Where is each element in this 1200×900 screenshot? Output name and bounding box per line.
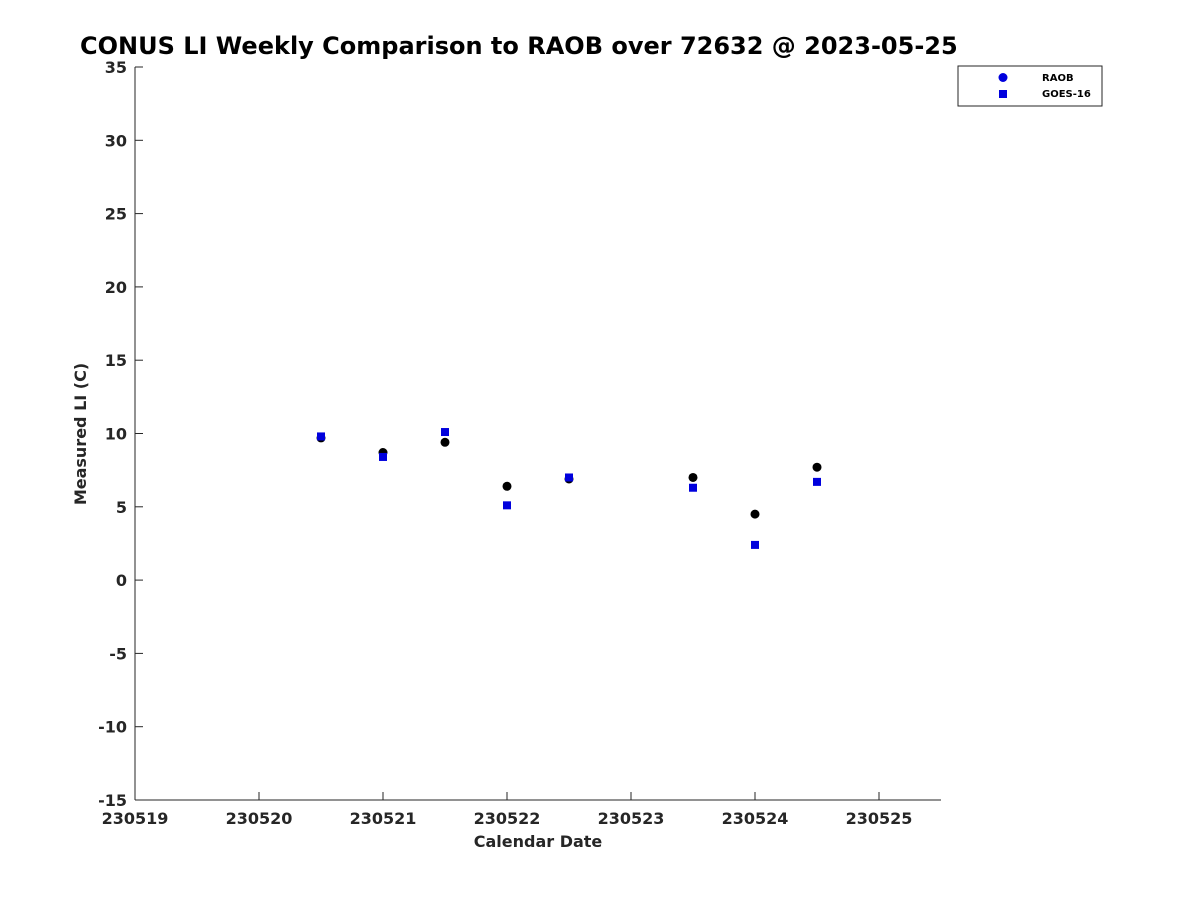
x-tick-label: 230523 <box>598 809 665 828</box>
x-tick-label: 230525 <box>846 809 913 828</box>
legend-box <box>957 65 1103 107</box>
data-point-raob <box>440 437 450 447</box>
legend-label-raob: RAOB <box>1042 73 1074 84</box>
y-axis-ticks: -15 -10 -5 0 5 10 15 20 25 30 35 <box>98 58 143 810</box>
x-tick-label: 230522 <box>474 809 541 828</box>
data-point-raob <box>812 462 822 472</box>
y-tick-label: 10 <box>105 425 127 444</box>
data-point-goes-16 <box>689 483 697 492</box>
data-point-raob <box>750 509 760 519</box>
y-tick-label: 25 <box>105 205 127 224</box>
data-point-raob <box>688 472 698 482</box>
data-point-raob <box>502 481 512 491</box>
x-tick-label: 230521 <box>350 809 417 828</box>
data-point-goes-16 <box>751 540 759 549</box>
data-point-goes-16 <box>441 428 449 437</box>
data-point-goes-16 <box>813 477 821 486</box>
y-axis-label: Measured LI (C) <box>71 363 90 505</box>
x-tick-label: 230520 <box>226 809 293 828</box>
data-point-goes-16 <box>379 452 387 461</box>
y-tick-label: -5 <box>109 644 127 663</box>
x-tick-label: 230519 <box>102 809 169 828</box>
x-axis-label: Calendar Date <box>474 832 603 851</box>
plot-background <box>135 67 941 800</box>
x-tick-label: 230524 <box>722 809 789 828</box>
y-tick-label: 20 <box>105 278 127 297</box>
series-goes-16 <box>317 428 821 549</box>
data-point-goes-16 <box>503 501 511 510</box>
y-tick-label: 30 <box>105 131 127 150</box>
y-tick-label: 15 <box>105 351 127 370</box>
legend-label-goes-16: GOES-16 <box>1042 89 1091 100</box>
y-tick-label: 35 <box>105 58 127 77</box>
chart-title: CONUS LI Weekly Comparison to RAOB over … <box>80 32 958 60</box>
data-series <box>316 428 822 549</box>
y-tick-label: 0 <box>116 571 127 590</box>
y-tick-label: 5 <box>116 498 127 517</box>
y-tick-label: -10 <box>98 718 127 737</box>
plot-area <box>134 67 941 801</box>
x-axis-ticks: 230519 230520 230521 230522 230523 230524 2305… <box>102 792 913 828</box>
legend-marker-goes-16 <box>999 90 1007 98</box>
data-point-goes-16 <box>317 432 325 441</box>
y-tick-label: -15 <box>98 791 127 810</box>
legend: RAOB GOES-16 <box>957 65 1103 107</box>
legend-marker-raob <box>998 73 1008 82</box>
data-point-goes-16 <box>565 473 573 482</box>
